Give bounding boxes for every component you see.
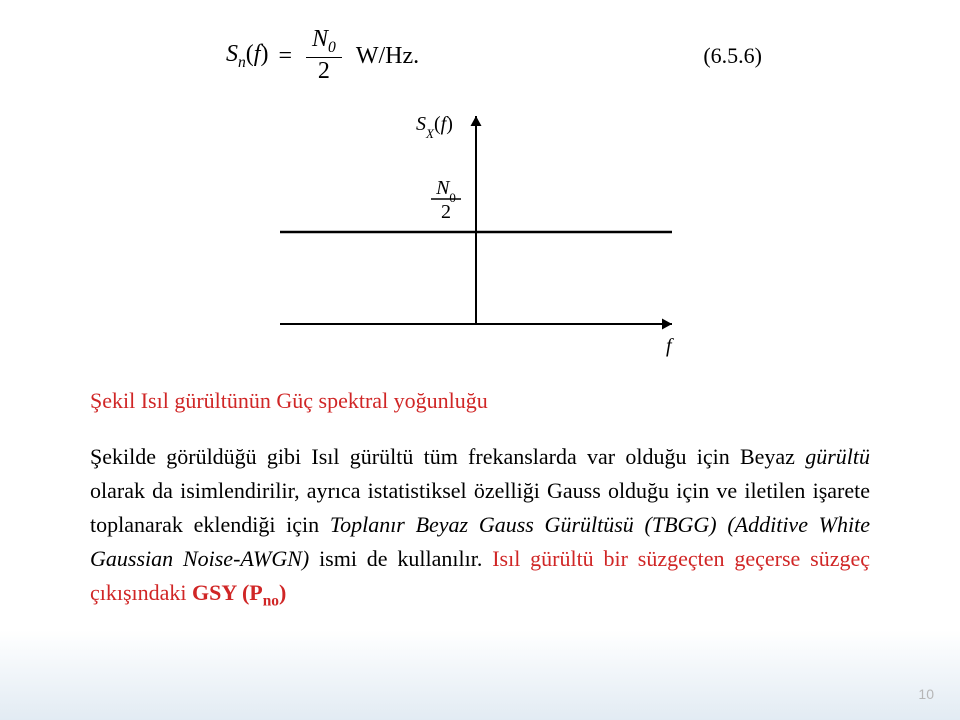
equation-box: Sn(f) = N0 2 W/Hz. (6.5.6) bbox=[178, 14, 788, 98]
psd-equation: Sn(f) = N0 2 W/Hz. bbox=[226, 27, 419, 84]
psd-chart-svg: SX(f)N02f bbox=[238, 108, 728, 364]
body-paragraph: Şekilde görüldüğü gibi Isıl gürültü tüm … bbox=[90, 440, 870, 614]
slide-number: 10 bbox=[918, 686, 934, 702]
eq-frac-den: 2 bbox=[318, 58, 330, 84]
figure-caption: Şekil Isıl gürültünün Güç spektral yoğun… bbox=[90, 388, 488, 414]
eq-lhs-arg: f bbox=[254, 41, 261, 67]
equation-number: (6.5.6) bbox=[703, 43, 762, 69]
body-italic-word: gürültü bbox=[805, 444, 870, 469]
body-before-italic: Şekilde görüldüğü gibi Isıl gürültü tüm … bbox=[90, 444, 805, 469]
eq-lhs: Sn(f) bbox=[226, 41, 268, 72]
eq-equals: = bbox=[278, 43, 292, 70]
eq-lhs-fn: S bbox=[226, 41, 238, 67]
svg-text:SX(f): SX(f) bbox=[416, 113, 453, 141]
eq-fraction: N0 2 bbox=[306, 27, 342, 84]
eq-unit: W/Hz. bbox=[356, 43, 419, 70]
eq-frac-num: N0 bbox=[306, 27, 342, 58]
body-after-italic: ismi de kullanılır. bbox=[309, 546, 492, 571]
psd-chart: SX(f)N02f bbox=[238, 108, 728, 364]
slide-bottom-gradient bbox=[0, 630, 960, 720]
svg-text:f: f bbox=[666, 335, 674, 357]
svg-text:2: 2 bbox=[441, 201, 451, 223]
eq-lhs-sub: n bbox=[238, 53, 246, 70]
